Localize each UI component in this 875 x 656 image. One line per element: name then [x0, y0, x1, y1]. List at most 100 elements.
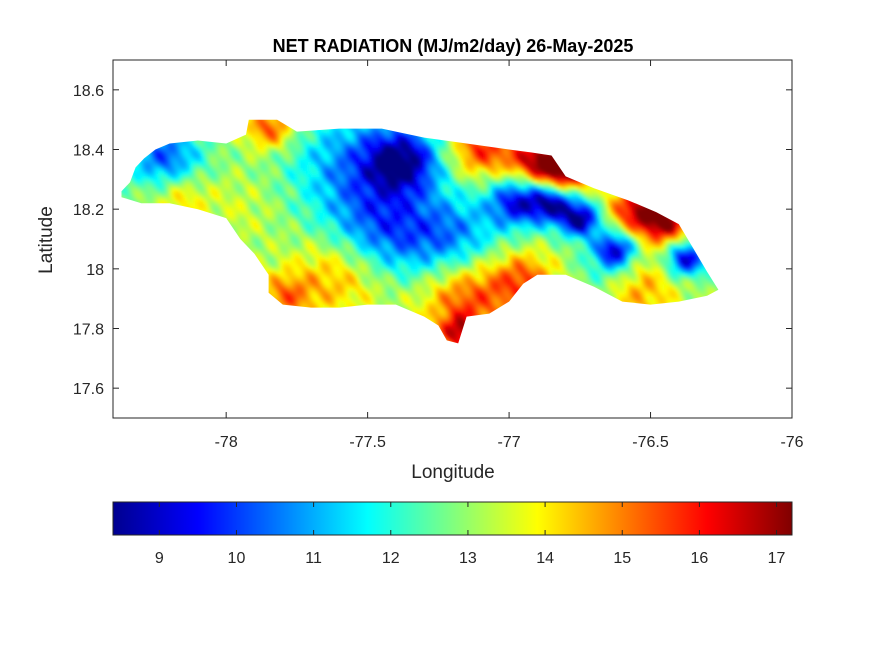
heat-cell: [192, 206, 196, 210]
heat-cell: [203, 152, 207, 157]
heat-cell: [200, 164, 205, 168]
heat-cell: [183, 191, 188, 195]
heat-cell: [169, 155, 174, 160]
heat-cell: [226, 215, 230, 219]
heat-cell: [200, 158, 205, 162]
heat-cell: [158, 155, 162, 160]
heat-cell: [197, 176, 202, 180]
heat-cell: [147, 182, 151, 186]
heat-cell: [144, 194, 148, 198]
heat-cell: [203, 167, 207, 171]
heat-cell: [178, 179, 182, 183]
heat-cell: [132, 191, 137, 195]
heat-cell: [229, 170, 233, 174]
heat-cell: [147, 185, 151, 189]
heat-cell: [214, 170, 219, 174]
heat-cell: [214, 194, 219, 198]
heat-cell: [212, 173, 216, 177]
heat-cell: [169, 161, 174, 165]
heat-cell: [229, 194, 233, 198]
heat-cell: [155, 173, 159, 177]
heat-cell: [206, 152, 210, 157]
heat-cell: [229, 143, 233, 148]
heat-cell: [203, 161, 207, 165]
heat-cell: [226, 197, 230, 201]
heat-cell: [172, 194, 176, 198]
heat-cell: [203, 185, 207, 189]
heat-cell: [200, 197, 205, 201]
heat-cell: [226, 146, 230, 151]
heat-cell: [226, 218, 230, 222]
heat-cell: [212, 146, 216, 151]
heat-cell: [195, 161, 199, 165]
heat-cell: [166, 188, 171, 192]
heat-cell: [220, 206, 224, 210]
heat-cell: [214, 158, 219, 162]
heat-cell: [200, 185, 205, 189]
heat-cell: [197, 161, 202, 165]
heat-cell: [178, 155, 182, 160]
heat-cell: [158, 185, 162, 189]
heat-cell: [209, 188, 213, 192]
heat-cell: [197, 152, 202, 157]
heat-cell: [183, 182, 188, 186]
heat-cell: [138, 167, 142, 171]
heat-cell: [192, 173, 196, 177]
heat-cell: [231, 200, 236, 204]
heat-cell: [197, 191, 202, 195]
heat-cell: [197, 194, 202, 198]
heat-cell: [172, 176, 176, 180]
heat-cell: [180, 140, 185, 145]
heat-cell: [206, 164, 210, 168]
heat-cell: [226, 149, 230, 154]
heat-cell: [166, 161, 171, 165]
heat-cell: [186, 197, 191, 201]
heat-cell: [217, 206, 222, 210]
heat-cell: [203, 149, 207, 154]
heat-cell: [197, 143, 202, 148]
heat-cell: [163, 170, 168, 174]
heat-cell: [183, 185, 188, 189]
heat-cell: [229, 188, 233, 192]
heat-cell: [175, 179, 179, 183]
heat-cell: [135, 191, 140, 195]
heat-cell: [209, 185, 213, 189]
heat-cell: [229, 203, 233, 207]
heat-cell: [223, 152, 227, 157]
heat-cell: [149, 185, 154, 189]
heat-cell: [141, 173, 145, 177]
heat-cell: [166, 173, 171, 177]
heat-cell: [206, 173, 210, 177]
heat-cell: [203, 143, 207, 148]
heat-cell: [180, 194, 185, 198]
heat-cell: [141, 176, 145, 180]
heat-cell: [163, 176, 168, 180]
heat-cell: [197, 146, 202, 151]
heat-cell: [163, 200, 168, 204]
heat-cell: [183, 158, 188, 162]
heat-cell: [180, 200, 185, 204]
heat-cell: [149, 164, 154, 168]
heat-cell: [183, 164, 188, 168]
heat-cell: [223, 200, 227, 204]
heat-cell: [169, 191, 174, 195]
heat-cell: [192, 170, 196, 174]
heat-cell: [206, 197, 210, 201]
heat-cell: [178, 146, 182, 151]
heat-cell: [149, 197, 154, 201]
heat-cell: [152, 194, 157, 198]
heat-cell: [217, 173, 222, 177]
heat-cell: [200, 146, 205, 151]
heat-cell: [226, 170, 230, 174]
heat-cell: [186, 203, 191, 207]
heat-cell: [178, 197, 182, 201]
heat-cell: [132, 188, 137, 192]
heat-cell: [223, 191, 227, 195]
heat-cell: [163, 173, 168, 177]
heat-cell: [226, 173, 230, 177]
heat-cell: [155, 155, 159, 160]
heat-cell: [226, 194, 230, 198]
heat-cell: [220, 176, 224, 180]
heat-cell: [149, 179, 154, 183]
